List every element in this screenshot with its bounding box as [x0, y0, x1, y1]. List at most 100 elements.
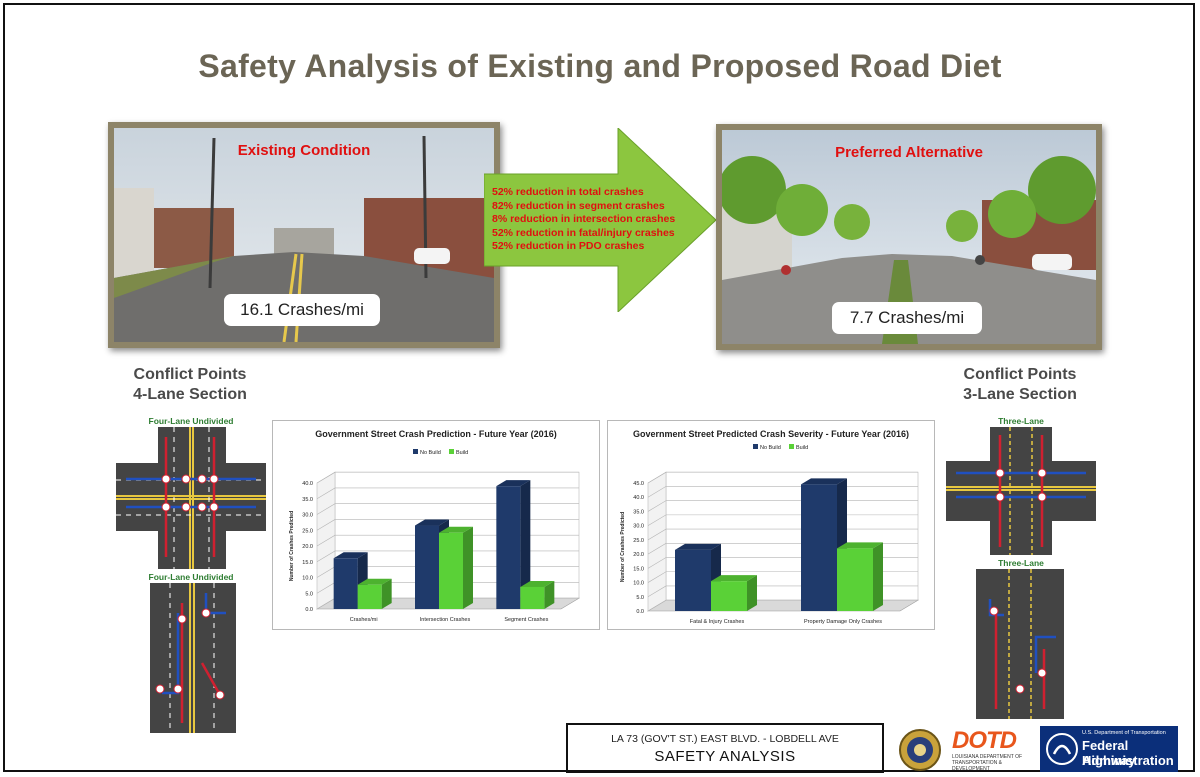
reduction-item: 52% reduction in fatal/injury crashes	[492, 226, 675, 239]
bar-side	[381, 578, 392, 609]
bar	[675, 549, 711, 611]
legend-swatch	[789, 444, 794, 449]
reduction-item: 82% reduction in segment crashes	[492, 199, 665, 212]
preferred-crash-rate: 7.7 Crashes/mi	[832, 302, 982, 334]
bar-top	[496, 480, 531, 487]
crash-severity-chart: Government Street Predicted Crash Severi…	[607, 420, 935, 630]
bar-top	[675, 543, 721, 550]
y-tick-label: 30.0	[633, 524, 644, 530]
bar-top	[333, 552, 368, 559]
bar-side	[544, 580, 555, 609]
diagram-label: Three-Lane	[998, 416, 1044, 426]
y-axis-label: Number of Crashes Predicted	[620, 512, 626, 582]
bar	[711, 581, 747, 611]
bar-side	[747, 575, 757, 611]
reduction-item: 52% reduction in PDO crashes	[492, 240, 645, 252]
conflict-points-left-title: Conflict Points 4-Lane Section	[100, 365, 280, 405]
y-tick-label: 25.0	[633, 538, 644, 544]
legend-label: Build	[796, 445, 808, 451]
three-lane-segment-diagram	[976, 569, 1064, 719]
four-lane-segment-diagram	[150, 583, 236, 733]
y-tick-label: 20.0	[633, 552, 644, 558]
y-tick-label: 40.0	[633, 495, 644, 501]
chart-side-wall	[647, 471, 667, 612]
reduction-item: 52% reduction in total crashes	[492, 186, 644, 198]
x-tick-label: Fatal & Injury Crashes	[690, 619, 745, 625]
legend-label: Build	[456, 450, 468, 456]
bar-top	[520, 580, 555, 587]
project-name: LA 73 (GOV'T ST.) EAST BLVD. - LOBDELL A…	[611, 733, 839, 745]
conflict-points-right-title: Conflict Points 3-Lane Section	[930, 365, 1110, 405]
chart-title: Government Street Crash Prediction - Fut…	[315, 429, 557, 439]
bar	[496, 486, 521, 609]
dotd-logo: DOTD LOUISIANA DEPARTMENT OF TRANSPORTAT…	[952, 727, 1028, 773]
existing-condition-photo: Existing Condition 16.1 Crashes/mi	[108, 122, 500, 348]
bar-side	[463, 526, 473, 609]
dotd-subtitle: LOUISIANA DEPARTMENT OF TRANSPORTATION &…	[952, 754, 1023, 772]
y-tick-label: 30.0	[302, 513, 313, 519]
right-arrow-icon	[484, 128, 717, 312]
diagram-label: Four-Lane Undivided	[148, 572, 234, 582]
y-tick-label: 10.0	[302, 576, 313, 582]
existing-condition-label: Existing Condition	[237, 142, 371, 159]
legend-label: No Build	[760, 445, 781, 451]
bar-top	[801, 478, 847, 485]
fhwa-name-line1: Federal Highway	[1082, 738, 1136, 768]
conflict-title-line2: 3-Lane Section	[963, 386, 1077, 403]
diagram-label: Four-Lane Undivided	[148, 416, 234, 426]
conflict-title-line1: Conflict Points	[133, 366, 247, 383]
fhwa-shield-icon	[1046, 733, 1078, 765]
y-tick-label: 10.0	[633, 581, 644, 587]
bar	[357, 584, 382, 609]
chart-title: Government Street Predicted Crash Severi…	[633, 429, 909, 439]
y-tick-label: 35.0	[633, 509, 644, 515]
bar-side	[520, 480, 531, 609]
bar	[439, 532, 463, 609]
legend-label: No Build	[420, 450, 441, 456]
y-tick-label: 0.0	[305, 607, 313, 613]
y-tick-label: 15.0	[302, 560, 313, 566]
y-tick-label: 45.0	[633, 481, 644, 487]
four-lane-intersection-diagram	[116, 427, 266, 569]
three-lane-intersection-diagram	[946, 427, 1096, 555]
dotd-wordmark: DOTD	[952, 727, 1017, 754]
bar	[520, 586, 545, 609]
y-tick-label: 20.0	[302, 544, 313, 550]
reduction-item: 8% reduction in intersection crashes	[492, 213, 676, 225]
legend-swatch	[449, 449, 454, 454]
y-tick-label: 25.0	[302, 528, 313, 534]
fhwa-logo: U.S. Department of Transportation Federa…	[1040, 726, 1178, 772]
fhwa-name-line2: Administration	[1082, 753, 1174, 768]
bar	[837, 548, 873, 611]
y-tick-label: 40.0	[302, 481, 313, 487]
existing-crash-rate: 16.1 Crashes/mi	[224, 294, 380, 326]
conflict-title-line1: Conflict Points	[963, 366, 1077, 383]
bar-top	[439, 526, 473, 533]
state-seal-logo	[899, 729, 941, 771]
y-axis-label: Number of Crashes Predicted	[289, 511, 295, 581]
bar-top	[837, 542, 883, 549]
bar	[801, 484, 837, 611]
chart-gridline	[316, 471, 579, 484]
chart-plot: 0.0 5.0 10.0 15.0 20.0 25.0 30.0 35.0 40.0 45.0 Nu…	[620, 444, 920, 625]
bar	[333, 558, 358, 609]
x-tick-label: Intersection Crashes	[420, 617, 471, 623]
preferred-alternative-label: Preferred Alternative	[835, 144, 983, 161]
x-tick-label: Property Damage Only Crashes	[804, 619, 882, 625]
diagram-label: Three-Lane	[998, 558, 1044, 568]
chart-gridline	[647, 471, 918, 484]
y-tick-label: 5.0	[636, 595, 644, 601]
bar-side	[873, 542, 883, 611]
crash-prediction-chart: Government Street Crash Prediction - Fut…	[272, 420, 600, 630]
bar-top	[357, 578, 392, 585]
bar-top	[415, 519, 449, 526]
preferred-alternative-photo: Preferred Alternative 7.7 Crashes/mi	[716, 124, 1102, 350]
legend-swatch	[413, 449, 418, 454]
page-title: Safety Analysis of Existing and Proposed…	[198, 48, 1002, 84]
chart-plot: 0.0 5.0 10.0 15.0 20.0 25.0 30.0 35.0 40.0 Number…	[289, 449, 581, 623]
y-tick-label: 15.0	[633, 566, 644, 572]
x-tick-label: Segment Crashes	[504, 617, 548, 623]
y-tick-label: 0.0	[636, 609, 644, 615]
y-tick-label: 5.0	[305, 591, 313, 597]
reduction-list: 52% reduction in total crashes 82% reduc…	[492, 186, 675, 254]
